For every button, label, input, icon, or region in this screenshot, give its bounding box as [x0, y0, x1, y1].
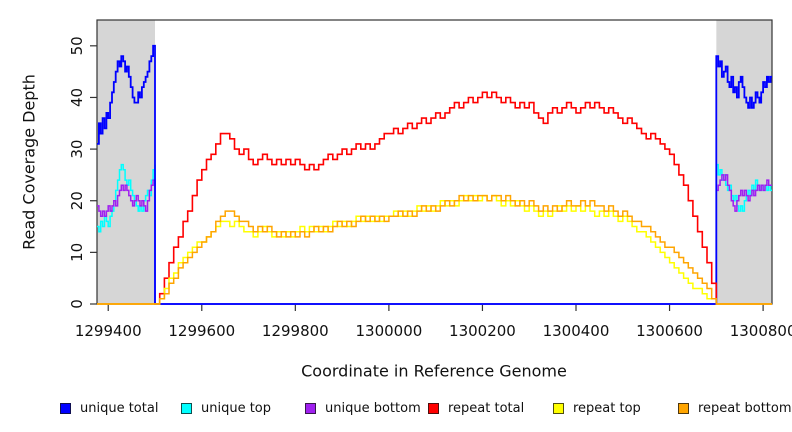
legend-item-repeat-bottom: repeat bottom: [678, 398, 792, 418]
x-tick-label: 1300400: [543, 322, 610, 340]
x-tick-label: 1300000: [355, 322, 422, 340]
legend-label: unique top: [201, 400, 272, 416]
legend: unique total unique top unique bottom repea…: [0, 398, 792, 422]
legend-swatch: [181, 402, 192, 414]
y-tick-label: 50: [68, 36, 86, 55]
legend-label: unique bottom: [325, 400, 421, 416]
shaded-region: [716, 20, 772, 304]
series-unique-total: [97, 44, 772, 305]
x-tick-label: 1299400: [75, 322, 142, 340]
series-unique-top: [97, 163, 772, 305]
legend-item-unique-total: unique total: [60, 398, 158, 418]
shaded-region: [97, 20, 156, 304]
y-tick-label: 30: [68, 140, 86, 159]
legend-swatch: [60, 402, 71, 414]
legend-item-repeat-top: repeat top: [553, 398, 641, 418]
legend-label: unique total: [80, 400, 159, 416]
legend-label: repeat top: [573, 400, 641, 416]
legend-label: repeat total: [448, 400, 525, 416]
legend-swatch: [678, 402, 689, 414]
legend-label: repeat bottom: [698, 400, 792, 416]
legend-item-unique-top: unique top: [181, 398, 271, 418]
legend-item-repeat-total: repeat total: [428, 398, 524, 418]
legend-item-unique-bottom: unique bottom: [305, 398, 421, 418]
x-tick-label: 1300600: [636, 322, 703, 340]
x-tick-label: 1300200: [449, 322, 516, 340]
x-tick-label: 1299600: [168, 322, 235, 340]
coverage-plot-canvas: 1299400 1299600 1299800 1300000 1300200 13004…: [68, 19, 792, 340]
series-repeat-bottom: [97, 194, 772, 305]
series-unique-bottom: [97, 174, 772, 305]
y-tick-label: 10: [68, 243, 86, 262]
y-tick-label: 20: [68, 191, 86, 210]
series-repeat-total: [97, 91, 772, 305]
y-axis-title: Read Coverage Depth: [19, 74, 39, 250]
y-tick-label: 40: [68, 88, 86, 107]
legend-swatch: [553, 402, 564, 414]
legend-swatch: [305, 402, 316, 414]
series-repeat-top: [97, 194, 772, 305]
legend-swatch: [428, 402, 439, 414]
x-axis-title: Coordinate in Reference Genome: [301, 361, 567, 381]
y-tick-label: 0: [68, 299, 86, 309]
x-tick-label: 1299800: [262, 322, 329, 340]
plot-frame: [96, 19, 773, 305]
x-tick-label: 1300800: [730, 322, 792, 340]
